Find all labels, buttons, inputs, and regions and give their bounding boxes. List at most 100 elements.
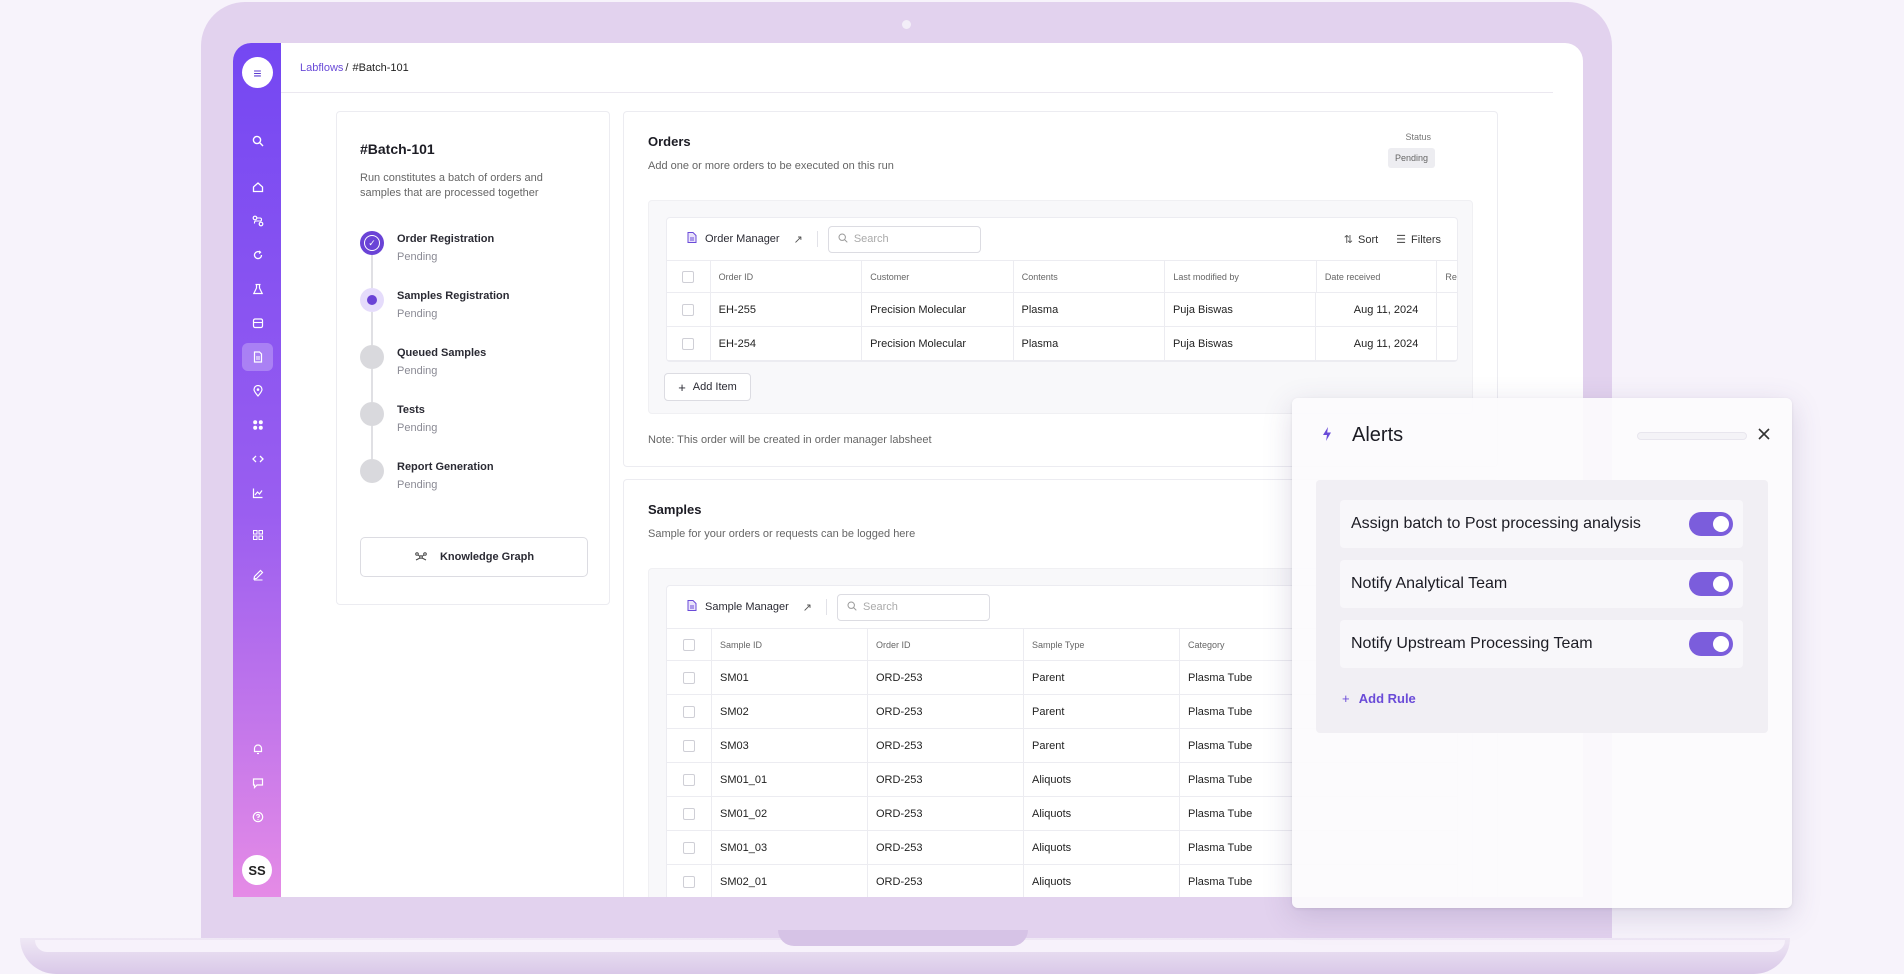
table-cell: Plasma Tube — [1188, 807, 1253, 820]
table-row[interactable]: SM01_01 ORD-253 Aliquots Plasma Tube — [667, 763, 1457, 797]
user-avatar[interactable]: SS — [242, 855, 272, 885]
column-header[interactable]: Category — [1188, 639, 1225, 650]
order-manager-label[interactable]: Order Manager — [705, 233, 780, 245]
breadcrumb-root[interactable]: Labflows — [300, 61, 344, 74]
add-item-button[interactable]: + Add Item — [664, 373, 751, 401]
filters-button[interactable]: ☰ Filters — [1396, 233, 1441, 246]
toolbar-actions: ⇅ Sort ☰ Filters — [1344, 218, 1441, 260]
close-icon[interactable] — [1757, 424, 1771, 447]
table-cell: Aug 11, 2024 — [1316, 327, 1438, 360]
help-icon[interactable] — [242, 803, 273, 831]
select-all-checkbox[interactable] — [667, 261, 711, 292]
plus-icon: + — [678, 379, 686, 395]
chart-icon[interactable] — [242, 479, 273, 507]
workflow-icon[interactable] — [242, 207, 273, 235]
table-cell: Plasma Tube — [1188, 739, 1253, 752]
row-checkbox[interactable] — [667, 695, 712, 728]
column-header[interactable]: Last modified by — [1165, 261, 1317, 292]
row-checkbox[interactable] — [667, 763, 712, 796]
column-header[interactable]: Sample ID — [712, 629, 868, 660]
table-cell: Aug 11, 2024 — [1316, 293, 1438, 326]
sample-manager-label[interactable]: Sample Manager — [705, 601, 789, 613]
table-cell: SM03 — [712, 729, 868, 762]
bell-icon[interactable] — [242, 735, 273, 763]
menu-icon[interactable]: ≡ — [242, 57, 273, 88]
step-tests[interactable]: Tests Pending — [360, 402, 586, 459]
row-checkbox[interactable] — [667, 293, 711, 326]
table-row[interactable]: EH-254 Precision Molecular Plasma Puja B… — [667, 327, 1457, 361]
orders-search-input[interactable]: Search — [827, 225, 981, 253]
sort-button[interactable]: ⇅ Sort — [1344, 233, 1378, 246]
flask-icon[interactable] — [242, 275, 273, 303]
search-placeholder: Search — [853, 233, 889, 245]
column-header[interactable]: Date received — [1317, 261, 1438, 292]
chat-icon[interactable] — [242, 769, 273, 797]
table-cell: Aliquots — [1024, 865, 1180, 897]
laptop-base-highlight — [35, 940, 1785, 952]
orders-subtitle: Add one or more orders to be executed on… — [648, 160, 894, 172]
table-row[interactable]: EH-255 Precision Molecular Plasma Puja B… — [667, 293, 1457, 327]
home-icon[interactable] — [242, 173, 273, 201]
batch-card: #Batch-101 Run constitutes a batch of or… — [336, 111, 610, 605]
inbox-icon[interactable] — [242, 309, 273, 337]
grid-icon[interactable] — [242, 521, 273, 549]
column-header[interactable]: Sample Type — [1024, 629, 1180, 660]
edit-icon[interactable] — [242, 561, 273, 589]
external-link-icon[interactable]: ↗ — [802, 601, 812, 614]
code-icon[interactable] — [242, 445, 273, 473]
rule-item[interactable]: Notify Analytical Team — [1340, 560, 1743, 608]
status-label: Status — [1405, 132, 1431, 142]
rule-item[interactable]: Assign batch to Post processing analysis — [1340, 500, 1743, 548]
step-samples-registration[interactable]: Samples Registration Pending — [360, 288, 586, 345]
refresh-icon[interactable] — [242, 241, 273, 269]
table-cell: Parent — [1024, 661, 1180, 694]
apps-icon[interactable] — [242, 411, 273, 439]
rule-toggle[interactable] — [1689, 512, 1733, 536]
search-icon[interactable] — [242, 127, 273, 155]
row-checkbox[interactable] — [667, 865, 712, 897]
table-row[interactable]: SM01_03 ORD-253 Aliquots Plasma Tube — [667, 831, 1457, 865]
location-icon[interactable] — [242, 377, 273, 405]
step-name: Order Registration — [397, 233, 495, 245]
laptop-notch — [778, 930, 1028, 946]
table-cell: SM02 — [712, 695, 868, 728]
column-header[interactable]: Customer — [862, 261, 1014, 292]
column-header[interactable]: Re — [1445, 271, 1457, 282]
table-row[interactable]: SM02_01 ORD-253 Aliquots Plasma Tube — [667, 865, 1457, 897]
row-checkbox[interactable] — [667, 661, 712, 694]
step-name: Tests — [397, 404, 425, 416]
row-checkbox[interactable] — [667, 831, 712, 864]
column-header[interactable]: Contents — [1014, 261, 1166, 292]
row-checkbox[interactable] — [667, 797, 712, 830]
table-row[interactable]: SM03 ORD-253 Parent Plasma Tube — [667, 729, 1457, 763]
document-icon[interactable] — [242, 343, 273, 371]
add-rule-button[interactable]: + Add Rule — [1342, 691, 1416, 706]
external-link-icon[interactable]: ↗ — [793, 233, 803, 246]
row-checkbox[interactable] — [667, 729, 712, 762]
table-row[interactable]: SM01 ORD-253 Parent Plasma Tube — [667, 661, 1457, 695]
rule-toggle[interactable] — [1689, 572, 1733, 596]
table-row[interactable]: SM01_02 ORD-253 Aliquots Plasma Tube — [667, 797, 1457, 831]
table-cell: Plasma — [1014, 293, 1165, 326]
step-queued-samples[interactable]: Queued Samples Pending — [360, 345, 586, 402]
column-header[interactable]: Order ID — [711, 261, 863, 292]
table-cell: ORD-253 — [868, 695, 1024, 728]
rule-toggle[interactable] — [1689, 632, 1733, 656]
step-name: Samples Registration — [397, 290, 510, 302]
column-header[interactable]: Order ID — [868, 629, 1024, 660]
current-step-icon — [360, 288, 384, 312]
select-all-checkbox[interactable] — [667, 629, 712, 660]
table-row[interactable]: SM02 ORD-253 Parent Plasma Tube — [667, 695, 1457, 729]
table-cell: ORD-253 — [868, 729, 1024, 762]
step-connector — [371, 312, 373, 345]
row-checkbox[interactable] — [667, 327, 711, 360]
step-order-registration[interactable]: ✓ Order Registration Pending — [360, 231, 586, 288]
samples-search-input[interactable]: Search — [837, 593, 990, 621]
plus-icon: + — [1342, 691, 1350, 706]
table-cell: Plasma Tube — [1188, 841, 1253, 854]
knowledge-graph-button[interactable]: Knowledge Graph — [360, 537, 588, 577]
step-report-generation[interactable]: Report Generation Pending — [360, 459, 586, 516]
rule-item[interactable]: Notify Upstream Processing Team — [1340, 620, 1743, 668]
table-cell: SM02_01 — [712, 865, 868, 897]
table-header-row: Sample ID Order ID Sample Type Category — [667, 629, 1457, 661]
